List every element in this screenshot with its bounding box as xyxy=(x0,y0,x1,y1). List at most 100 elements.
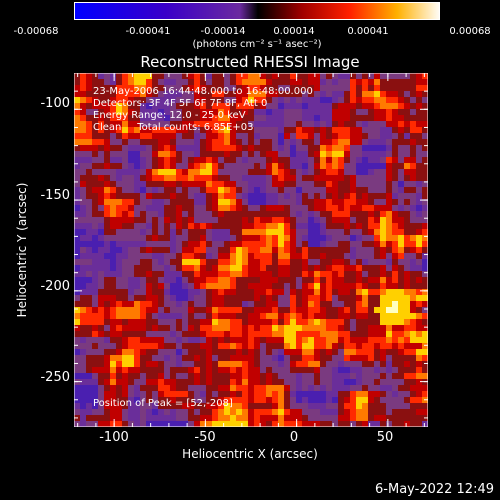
heatmap-cell xyxy=(380,121,387,128)
heatmap-cell xyxy=(86,175,93,182)
heatmap-cell xyxy=(74,133,81,140)
heatmap-cell xyxy=(110,193,117,200)
heatmap-cell xyxy=(410,415,417,422)
heatmap-cell xyxy=(86,361,93,368)
heatmap-cell xyxy=(398,211,405,218)
heatmap-cell xyxy=(104,79,111,86)
heatmap-cell xyxy=(200,133,207,140)
heatmap-cell xyxy=(182,289,189,296)
heatmap-cell xyxy=(230,181,237,188)
heatmap-cell xyxy=(104,421,111,427)
heatmap-cell xyxy=(206,79,213,86)
heatmap-cell xyxy=(284,115,291,122)
heatmap-cell xyxy=(92,211,99,218)
heatmap-cell xyxy=(128,391,135,398)
heatmap-cell xyxy=(410,241,417,248)
heatmap-cell xyxy=(176,91,183,98)
heatmap-cell xyxy=(338,139,345,146)
heatmap-cell xyxy=(98,139,105,146)
heatmap-cell xyxy=(260,271,267,278)
heatmap-cell xyxy=(134,133,141,140)
heatmap-cell xyxy=(260,235,267,242)
heatmap-cell xyxy=(416,109,423,116)
heatmap-cell xyxy=(200,205,207,212)
heatmap-cell xyxy=(200,331,207,338)
heatmap-cell xyxy=(320,289,327,296)
heatmap-cell xyxy=(326,157,333,164)
heatmap-cell xyxy=(194,163,201,170)
heatmap-cell xyxy=(284,397,291,404)
heatmap-cell xyxy=(422,391,428,398)
heatmap-cell xyxy=(194,79,201,86)
heatmap-cell xyxy=(224,313,231,320)
heatmap-cell xyxy=(110,265,117,272)
heatmap-cell xyxy=(326,103,333,110)
heatmap-cell xyxy=(182,193,189,200)
heatmap-cell xyxy=(158,325,165,332)
heatmap-cell xyxy=(410,205,417,212)
heatmap-cell xyxy=(230,379,237,386)
heatmap-cell xyxy=(80,151,87,158)
heatmap-cell xyxy=(272,151,279,158)
heatmap-cell xyxy=(194,247,201,254)
heatmap-cell xyxy=(260,313,267,320)
heatmap-cell xyxy=(326,295,333,302)
heatmap-cell xyxy=(362,271,369,278)
heatmap-cell xyxy=(368,151,375,158)
heatmap-cell xyxy=(266,391,273,398)
heatmap-cell xyxy=(212,331,219,338)
heatmap-cell xyxy=(290,415,297,422)
heatmap-cell xyxy=(236,85,243,92)
heatmap-cell xyxy=(296,199,303,206)
heatmap-cell xyxy=(356,265,363,272)
heatmap-cell xyxy=(176,277,183,284)
heatmap-cell xyxy=(350,253,357,260)
heatmap-cell xyxy=(92,421,99,427)
heatmap-cell xyxy=(98,217,105,224)
heatmap-cell xyxy=(272,211,279,218)
heatmap-cell xyxy=(242,73,249,80)
heatmap-cell xyxy=(86,397,93,404)
heatmap-cell xyxy=(170,409,177,416)
heatmap-cell xyxy=(242,325,249,332)
heatmap-cell xyxy=(362,331,369,338)
heatmap-cell xyxy=(86,211,93,218)
heatmap-cell xyxy=(374,205,381,212)
heatmap-cell xyxy=(368,373,375,380)
heatmap-cell xyxy=(404,229,411,236)
heatmap-cell xyxy=(410,313,417,320)
heatmap-cell xyxy=(290,265,297,272)
heatmap-cell xyxy=(338,199,345,206)
heatmap-cell xyxy=(254,229,261,236)
heatmap-cell xyxy=(152,169,159,176)
x-tick-label: 50 xyxy=(376,430,394,445)
heatmap-cell xyxy=(350,373,357,380)
heatmap-cell xyxy=(74,151,81,158)
heatmap-cell xyxy=(182,343,189,350)
heatmap-cell xyxy=(110,223,117,230)
heatmap-cell xyxy=(332,355,339,362)
heatmap-cell xyxy=(122,97,129,104)
heatmap-cell xyxy=(278,301,285,308)
heatmap-cell xyxy=(206,121,213,128)
heatmap-cell xyxy=(92,379,99,386)
heatmap-cell xyxy=(98,121,105,128)
heatmap-cell xyxy=(158,139,165,146)
heatmap-cell xyxy=(404,283,411,290)
heatmap-cell xyxy=(86,391,93,398)
heatmap-cell xyxy=(302,97,309,104)
heatmap-cell xyxy=(188,139,195,146)
heatmap-cell xyxy=(116,223,123,230)
heatmap-cell xyxy=(422,109,428,116)
heatmap-cell xyxy=(176,133,183,140)
heatmap-cell xyxy=(416,403,423,410)
heatmap-cell xyxy=(362,277,369,284)
heatmap-cell xyxy=(404,409,411,416)
heatmap-cell xyxy=(200,313,207,320)
heatmap-cell xyxy=(230,301,237,308)
heatmap-cell xyxy=(146,397,153,404)
heatmap-cell xyxy=(182,331,189,338)
heatmap-cell xyxy=(164,241,171,248)
heatmap-cell xyxy=(176,157,183,164)
heatmap-cell xyxy=(218,205,225,212)
